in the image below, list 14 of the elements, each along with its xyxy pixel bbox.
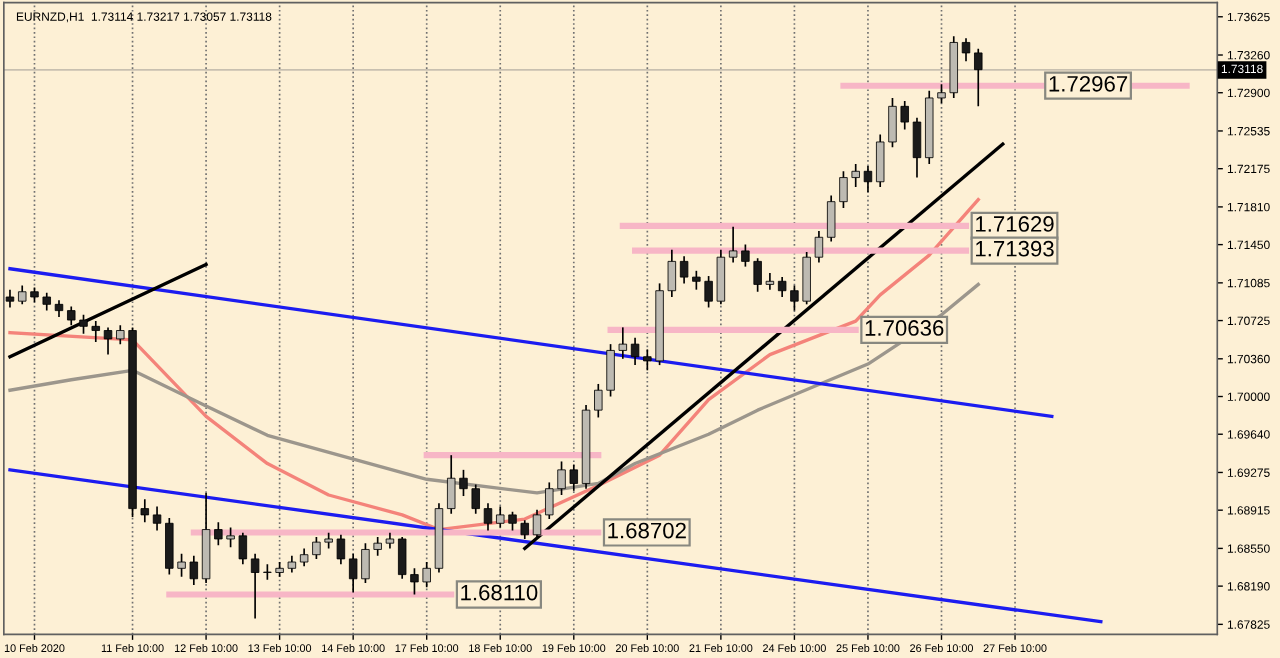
candlestick — [961, 37, 971, 63]
line-series — [8, 282, 980, 495]
candlestick — [912, 117, 922, 179]
annotation: 1.70636 — [865, 320, 944, 336]
candlestick — [103, 326, 113, 356]
annotation: 1.71629 — [976, 216, 1054, 232]
candlestick — [532, 508, 542, 539]
annotation: 1.71393 — [976, 240, 1054, 257]
candlestick — [974, 47, 983, 108]
annotation: 1.68110 — [461, 584, 538, 601]
candlestick — [483, 502, 493, 532]
annotation: 1.72967 — [1049, 75, 1128, 92]
candlestick — [863, 165, 873, 194]
annotation: 1.68702 — [608, 522, 686, 539]
